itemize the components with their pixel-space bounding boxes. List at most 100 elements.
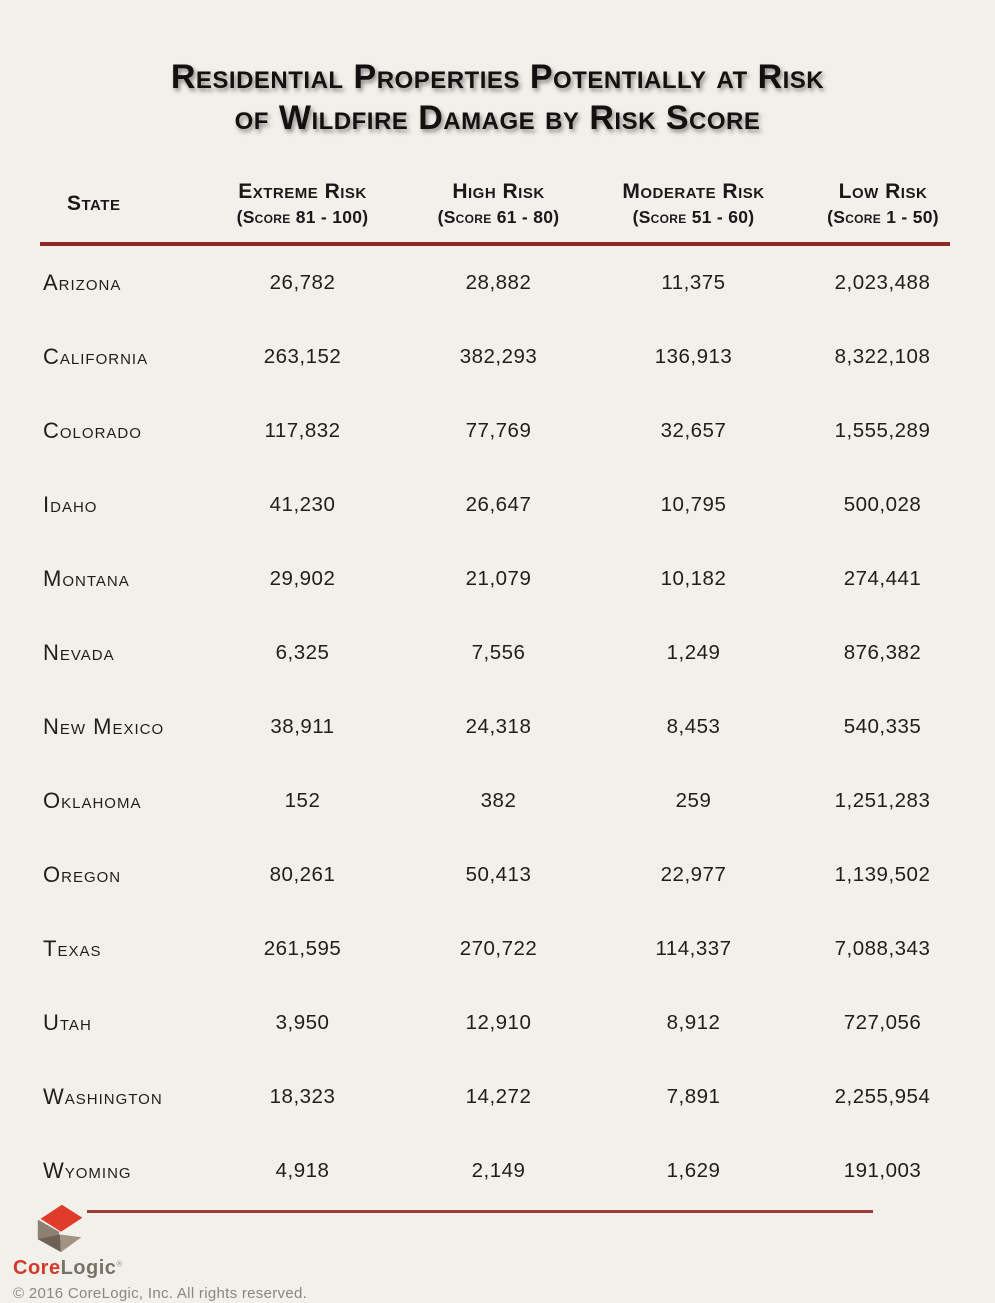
value-cell: 41,230: [269, 492, 336, 516]
state-name: Oklahoma: [43, 787, 142, 813]
state-name: Washington: [43, 1083, 163, 1109]
wordmark-logic: Logic: [60, 1256, 117, 1279]
value-cell: 11,375: [661, 270, 726, 294]
page-title-line2: of Wildfire Damage by Risk Score: [234, 99, 761, 138]
value-cell: 382: [480, 788, 517, 812]
risk-table: State Extreme Risk (Score 81 - 100) High…: [40, 175, 950, 1208]
value-cell: 28,882: [465, 270, 532, 294]
value-cell: 22,977: [660, 862, 727, 886]
value-cell: 24,318: [465, 714, 532, 738]
table-row: Texas 261,595 270,722 114,337 7,088,343: [40, 912, 950, 986]
page: { "title": { "line1": "Residential Prope…: [0, 22, 995, 1303]
copyright-text: © 2016 CoreLogic, Inc. All rights reserv…: [13, 1284, 308, 1302]
header-row: State Extreme Risk (Score 81 - 100) High…: [40, 175, 950, 246]
value-cell: 6,325: [275, 640, 330, 664]
state-name: Montana: [43, 565, 130, 591]
table-row: Oklahoma 152 382 259 1,251,283: [40, 764, 950, 838]
column-header-extreme-risk: Extreme Risk (Score 81 - 100): [205, 175, 400, 246]
value-cell: 32,657: [660, 418, 727, 442]
table-row: Montana 29,902 21,079 10,182 274,441: [40, 542, 950, 616]
table-body: Arizona 26,782 28,882 11,375 2,023,488 Califo…: [40, 244, 950, 1208]
value-cell: 270,722: [459, 936, 538, 960]
state-name: Wyoming: [43, 1157, 132, 1183]
value-cell: 4,918: [275, 1158, 330, 1182]
table-row: California 263,152 382,293 136,913 8,322,108: [40, 320, 950, 394]
table-row: Wyoming 4,918 2,149 1,629 191,003: [40, 1134, 950, 1208]
wordmark-core: Core: [13, 1256, 61, 1279]
value-cell: 26,782: [269, 270, 336, 294]
value-cell: 2,255,954: [834, 1084, 931, 1108]
corelogic-logo-icon: [37, 1204, 83, 1252]
value-cell: 1,629: [666, 1158, 721, 1182]
table-row: Utah 3,950 12,910 8,912 727,056: [40, 986, 950, 1060]
value-cell: 382,293: [459, 344, 538, 368]
value-cell: 14,272: [465, 1084, 532, 1108]
value-cell: 1,249: [666, 640, 721, 664]
bottom-divider: [87, 1209, 873, 1213]
state-name: Idaho: [43, 491, 98, 517]
column-header-high-risk: High Risk (Score 61 - 80): [400, 175, 597, 246]
value-cell: 7,088,343: [834, 936, 931, 960]
state-name: Oregon: [43, 861, 122, 887]
value-cell: 10,795: [660, 492, 727, 516]
column-sublabel: (Score 81 - 100): [236, 206, 369, 227]
page-title: Residential Properties Potentially at Ri…: [0, 23, 995, 140]
value-cell: 26,647: [465, 492, 532, 516]
value-cell: 12,910: [465, 1010, 532, 1034]
value-cell: 18,323: [269, 1084, 336, 1108]
value-cell: 2,023,488: [834, 270, 931, 294]
column-sublabel: (Score 51 - 60): [632, 206, 755, 227]
table-row: Washington 18,323 14,272 7,891 2,255,954: [40, 1060, 950, 1134]
value-cell: 38,911: [270, 714, 335, 738]
state-name: Nevada: [43, 639, 115, 665]
state-name: Colorado: [43, 417, 142, 443]
value-cell: 2,149: [471, 1158, 526, 1182]
value-cell: 80,261: [269, 862, 336, 886]
state-name: Texas: [43, 935, 102, 961]
column-sublabel: (Score 1 - 50): [827, 206, 939, 227]
value-cell: 114,337: [655, 936, 732, 960]
value-cell: 8,453: [666, 714, 721, 738]
value-cell: 8,322,108: [834, 344, 931, 368]
table-row: Arizona 26,782 28,882 11,375 2,023,488: [40, 244, 950, 320]
page-title-line1: Residential Properties Potentially at Ri…: [170, 57, 825, 96]
value-cell: 727,056: [843, 1010, 922, 1034]
table-row: Nevada 6,325 7,556 1,249 876,382: [40, 616, 950, 690]
value-cell: 1,139,502: [834, 862, 931, 886]
state-name: New Mexico: [43, 713, 165, 739]
value-cell: 1,555,289: [834, 418, 931, 442]
column-header-low-risk: Low Risk (Score 1 - 50): [790, 175, 950, 246]
state-name: Arizona: [43, 269, 122, 295]
value-cell: 50,413: [465, 862, 532, 886]
state-name: Utah: [43, 1009, 92, 1035]
column-label: State: [67, 191, 121, 215]
value-cell: 8,912: [666, 1010, 721, 1034]
value-cell: 152: [284, 788, 321, 812]
value-cell: 500,028: [843, 492, 922, 516]
value-cell: 191,003: [843, 1158, 922, 1182]
column-header-moderate-risk: Moderate Risk (Score 51 - 60): [597, 175, 790, 246]
column-label: Extreme Risk: [238, 179, 367, 203]
value-cell: 259: [675, 788, 712, 812]
value-cell: 7,891: [666, 1084, 721, 1108]
value-cell: 7,556: [471, 640, 526, 664]
value-cell: 274,441: [843, 566, 922, 590]
column-label: High Risk: [452, 179, 545, 203]
value-cell: 876,382: [843, 640, 922, 664]
column-header-state: State: [40, 175, 205, 246]
value-cell: 117,832: [264, 418, 341, 442]
value-cell: 21,079: [465, 566, 532, 590]
table-row: New Mexico 38,911 24,318 8,453 540,335: [40, 690, 950, 764]
column-label: Low Risk: [838, 179, 928, 203]
table-row: Oregon 80,261 50,413 22,977 1,139,502: [40, 838, 950, 912]
table-row: Colorado 117,832 77,769 32,657 1,555,289: [40, 394, 950, 468]
value-cell: 1,251,283: [834, 788, 931, 812]
state-name: California: [43, 343, 149, 369]
column-sublabel: (Score 61 - 80): [437, 206, 560, 227]
table-row: Idaho 41,230 26,647 10,795 500,028: [40, 468, 950, 542]
value-cell: 261,595: [263, 936, 342, 960]
footer: CoreLogic® © 2016 CoreLogic, Inc. All ri…: [13, 1201, 307, 1302]
value-cell: 77,769: [465, 418, 532, 442]
trademark-symbol: ®: [116, 1259, 123, 1269]
value-cell: 3,950: [275, 1010, 330, 1034]
